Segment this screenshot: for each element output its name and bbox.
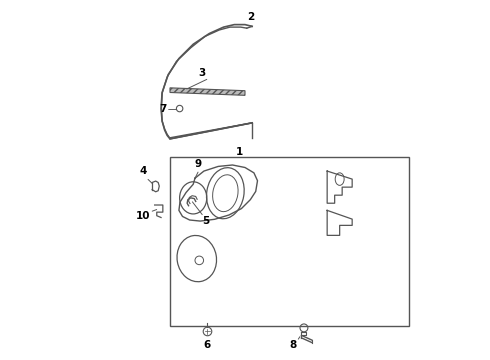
Text: 10: 10 <box>136 211 150 221</box>
Text: 8: 8 <box>290 340 297 350</box>
Bar <box>170 157 409 327</box>
Text: 1: 1 <box>236 147 243 157</box>
Text: 2: 2 <box>247 13 254 22</box>
Text: 4: 4 <box>140 166 147 176</box>
Text: 5: 5 <box>202 216 209 226</box>
Text: 9: 9 <box>195 159 202 169</box>
Text: 6: 6 <box>204 340 211 350</box>
Polygon shape <box>170 88 245 95</box>
Text: 3: 3 <box>198 68 206 78</box>
Text: 7: 7 <box>159 104 167 113</box>
